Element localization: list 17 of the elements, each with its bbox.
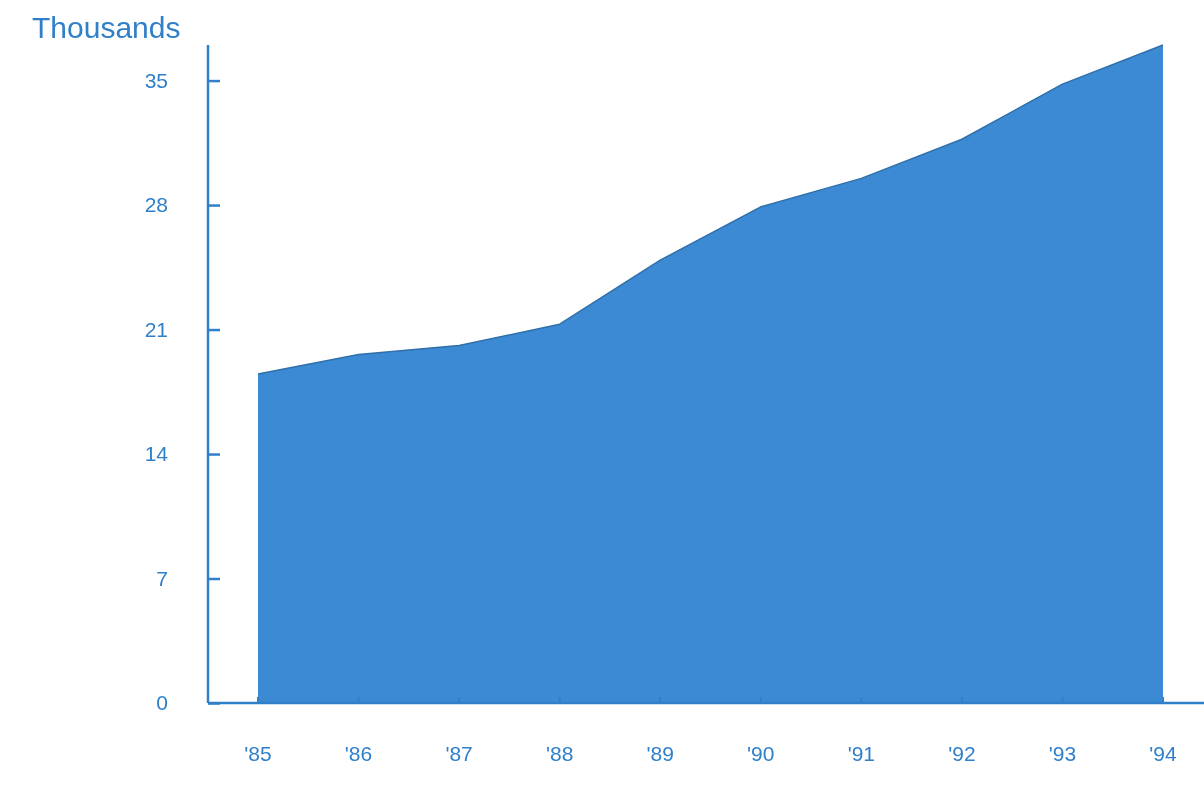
x-tick-label: '86 [344,742,373,765]
y-tick-label: 0 [156,691,168,715]
x-tick-label: '88 [545,742,574,765]
x-tick-label: '90 [747,742,775,765]
y-tick-label: 21 [144,317,168,341]
y-tick-label: 7 [156,566,168,590]
x-tick-label: '94 [1149,742,1177,765]
x-tick-label: '89 [646,742,674,765]
x-tick-label: '93 [1048,742,1077,765]
x-tick-label: '85 [244,742,272,765]
x-tick-label: '87 [445,742,473,765]
y-tick-label: 14 [144,442,169,466]
y-axis-title: Thousands [32,11,181,44]
y-tick-label: 35 [144,68,168,92]
y-tick-label: 28 [144,193,168,217]
x-tick-label: '92 [948,742,976,765]
x-tick-label: '91 [847,742,876,765]
